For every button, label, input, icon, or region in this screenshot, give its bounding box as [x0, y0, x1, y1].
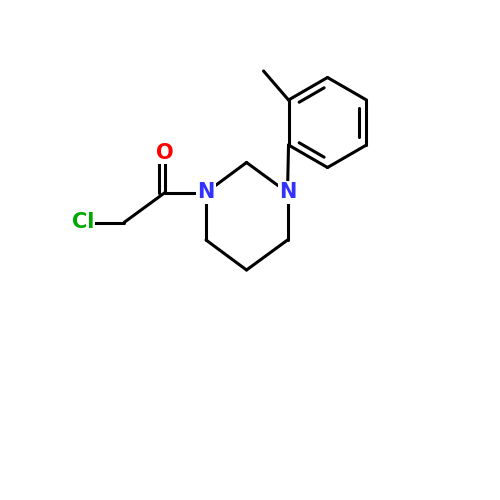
Text: N: N [198, 182, 214, 203]
Text: Cl: Cl [72, 212, 94, 233]
Text: O: O [156, 142, 174, 163]
Text: N: N [279, 182, 296, 203]
